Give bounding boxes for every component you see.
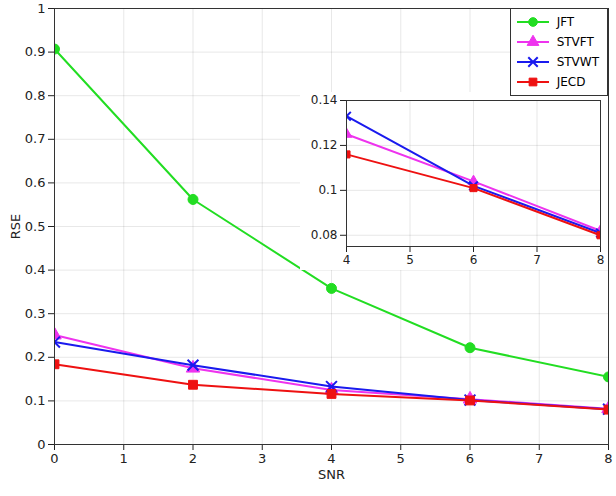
svg-text:7: 7 [535,451,543,466]
svg-text:0.1: 0.1 [318,183,337,197]
svg-text:2: 2 [189,451,197,466]
svg-text:0.12: 0.12 [311,138,338,152]
svg-text:0: 0 [50,451,58,466]
svg-text:0: 0 [37,437,45,452]
svg-text:1: 1 [37,1,45,16]
html-text:JECD: JECD [556,75,586,89]
svg-text:5: 5 [397,451,405,466]
svg-text:6: 6 [466,451,474,466]
svg-text:0.08: 0.08 [311,228,338,242]
svg-text:1: 1 [120,451,128,466]
svg-text:8: 8 [597,253,605,267]
svg-text:RSE: RSE [8,214,23,240]
svg-text:3: 3 [258,451,266,466]
svg-text:0.1: 0.1 [25,393,46,408]
svg-text:0.2: 0.2 [25,349,46,364]
svg-text:0.14: 0.14 [311,93,338,107]
svg-text:0.4: 0.4 [25,262,46,277]
svg-text:8: 8 [604,451,612,466]
svg-text:5: 5 [406,253,414,267]
svg-text:6: 6 [470,253,478,267]
svg-text:7: 7 [533,253,541,267]
html-text:JFT: JFT [556,15,575,29]
html-text:STVFT: STVFT [556,35,594,49]
svg-text:0.6: 0.6 [25,175,46,190]
html-text:STVWT: STVWT [556,55,599,69]
svg-text:0.7: 0.7 [25,131,46,146]
svg-text:0.5: 0.5 [25,219,46,234]
svg-text:SNR: SNR [318,467,345,482]
svg-text:4: 4 [343,253,351,267]
svg-text:0.3: 0.3 [25,306,46,321]
svg-text:0.9: 0.9 [25,44,46,59]
svg-text:0.8: 0.8 [25,88,46,103]
svg-text:4: 4 [327,451,335,466]
